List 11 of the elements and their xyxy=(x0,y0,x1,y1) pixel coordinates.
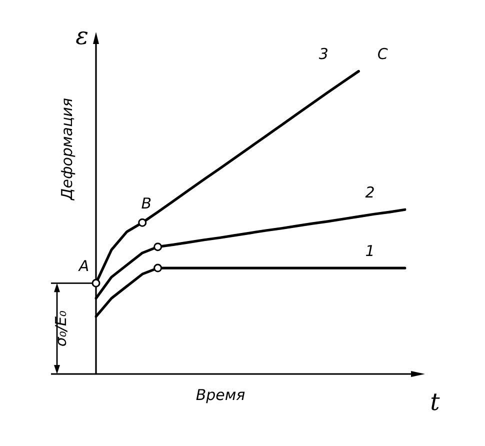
text: ε xyxy=(76,22,88,50)
series-label: 1 xyxy=(365,242,375,260)
series-label: 2 xyxy=(365,183,375,202)
series-label: 3 xyxy=(318,45,328,64)
annotation: A xyxy=(78,257,90,276)
text: t xyxy=(430,388,440,416)
annotation: B xyxy=(141,194,152,213)
text: σ₀/E₀ xyxy=(52,310,70,347)
x-axis-title: Время xyxy=(196,386,246,404)
y-axis-title: Деформация xyxy=(58,98,76,201)
text: C xyxy=(377,45,388,64)
